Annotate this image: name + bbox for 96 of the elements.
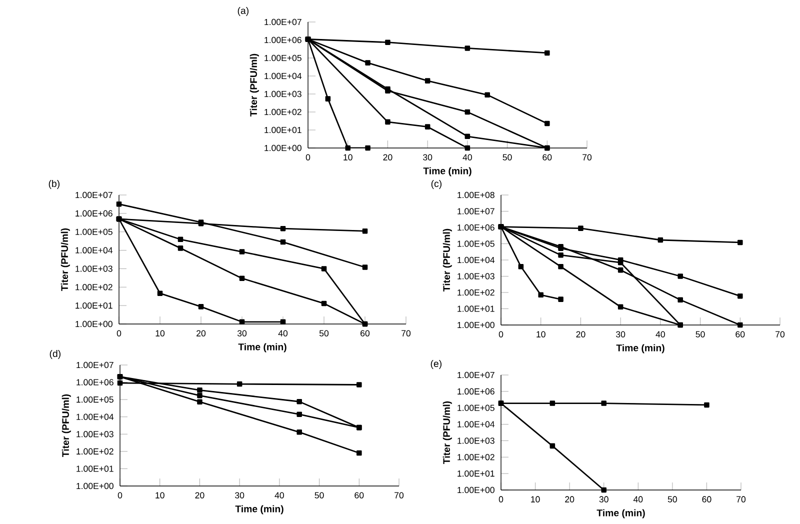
y-tick-label: 1.00E+04 [458, 421, 495, 428]
x-tick-label: 10 [536, 331, 546, 338]
x-tick-label: 40 [278, 330, 288, 336]
y-tick-label: 1.00E+01 [458, 470, 494, 477]
chart-title: (d) [50, 350, 60, 359]
x-tick-label: 30 [616, 331, 626, 338]
y-tick-label: 1.00E+07 [76, 362, 114, 368]
x-tick-label: 30 [599, 496, 608, 502]
x-tick-label: 20 [195, 492, 204, 498]
y-tick-label: 1.00E+06 [76, 379, 114, 386]
x-tick-label: 40 [462, 154, 472, 160]
x-tick-label: 30 [237, 330, 247, 336]
y-tick-label: 1.00E+02 [264, 108, 302, 116]
y-tick-label: 1.00E+06 [76, 210, 112, 216]
y-tick-label: 1.00E+03 [76, 266, 112, 272]
y-tick-label: 1.00E+04 [458, 256, 495, 264]
chart-title: (e) [430, 360, 442, 369]
x-tick-label: 50 [314, 492, 324, 498]
y-tick-label: 1.00E+00 [76, 482, 114, 490]
x-tick-label: 0 [498, 496, 504, 502]
y-tick-label: 1.00E+03 [264, 90, 302, 98]
x-tick-label: 20 [383, 154, 392, 160]
y-axis-title: Titer (PFU/ml) [60, 228, 70, 291]
x-tick-label: 60 [702, 496, 712, 502]
x-tick-label: 0 [116, 330, 122, 336]
y-tick-label: 1.00E+05 [264, 54, 302, 62]
x-tick-label: 20 [196, 330, 206, 336]
x-tick-label: 0 [118, 492, 122, 498]
x-axis-title: Time (min) [616, 344, 664, 354]
y-tick-label: 1.00E+08 [458, 192, 494, 198]
y-tick-label: 1.00E+00 [76, 320, 112, 328]
y-tick-label: 1.00E+05 [458, 240, 494, 247]
y-tick-label: 1.00E+06 [458, 224, 494, 231]
y-tick-label: 1.00E+05 [76, 396, 114, 403]
y-axis-title: Titer (PFU/ml) [250, 54, 259, 116]
y-axis-title: Titer (PFU/ml) [62, 394, 71, 457]
x-tick-label: 40 [633, 496, 643, 502]
x-tick-label: 0 [498, 331, 504, 338]
y-tick-label: 1.00E+02 [76, 284, 112, 290]
y-tick-label: 1.00E+03 [458, 273, 494, 280]
y-tick-label: 1.00E+06 [458, 388, 494, 394]
x-axis-title: Time (min) [235, 505, 284, 514]
x-tick-label: 70 [776, 331, 785, 338]
y-tick-label: 1.00E+05 [458, 404, 494, 411]
y-tick-label: 1.00E+01 [76, 466, 114, 472]
x-tick-label: 10 [531, 496, 540, 502]
chart-title: (c) [431, 180, 442, 189]
x-tick-label: 50 [668, 496, 677, 502]
y-tick-label: 1.00E+01 [458, 306, 494, 312]
x-axis-title: Time (min) [423, 167, 472, 176]
x-tick-label: 50 [696, 331, 705, 338]
y-tick-label: 1.00E+07 [458, 208, 494, 214]
x-tick-label: 20 [565, 496, 574, 502]
y-tick-label: 1.00E+00 [458, 322, 494, 328]
x-tick-label: 40 [656, 331, 665, 338]
x-tick-label: 30 [235, 492, 244, 498]
y-tick-label: 1.00E+02 [76, 448, 114, 454]
y-tick-label: 1.00E+05 [76, 228, 112, 235]
x-tick-label: 30 [423, 154, 432, 160]
y-tick-label: 1.00E+06 [264, 36, 302, 44]
y-tick-label: 1.00E+07 [458, 372, 494, 378]
x-tick-label: 60 [360, 330, 370, 336]
y-axis-title: Titer (PFU/ml) [442, 401, 452, 464]
x-tick-label: 60 [542, 154, 552, 160]
x-tick-label: 70 [402, 330, 411, 336]
x-tick-label: 10 [156, 492, 164, 498]
x-tick-label: 40 [274, 492, 284, 498]
y-tick-label: 1.00E+00 [264, 144, 302, 152]
x-tick-label: 50 [502, 154, 512, 160]
y-tick-label: 1.00E+02 [458, 289, 494, 296]
y-tick-label: 1.00E+04 [76, 414, 114, 420]
x-tick-label: 10 [344, 154, 352, 160]
y-tick-label: 1.00E+07 [76, 192, 112, 198]
y-tick-label: 1.00E+03 [458, 438, 494, 444]
x-tick-label: 20 [576, 331, 586, 338]
x-tick-label: 60 [354, 492, 364, 498]
x-tick-label: 70 [582, 154, 592, 160]
x-tick-label: 70 [394, 492, 404, 498]
y-axis-title: Titer (PFU/ml) [442, 228, 452, 292]
chart-title: (a) [238, 6, 248, 16]
x-tick-label: 50 [319, 330, 329, 336]
y-tick-label: 1.00E+00 [458, 486, 494, 494]
y-tick-label: 1.00E+04 [76, 247, 113, 254]
x-tick-label: 10 [156, 330, 165, 336]
y-tick-label: 1.00E+01 [76, 302, 112, 309]
x-tick-label: 60 [736, 331, 745, 338]
x-tick-label: 0 [306, 154, 310, 160]
y-tick-label: 1.00E+07 [264, 18, 302, 26]
y-tick-label: 1.00E+02 [458, 454, 494, 460]
y-tick-label: 1.00E+01 [264, 126, 302, 134]
x-axis-title: Time (min) [596, 509, 645, 518]
y-tick-label: 1.00E+04 [264, 72, 302, 80]
chart-title: (b) [48, 180, 60, 189]
y-tick-label: 1.00E+03 [76, 430, 114, 438]
x-axis-title: Time (min) [238, 343, 286, 352]
x-tick-label: 70 [736, 496, 746, 502]
